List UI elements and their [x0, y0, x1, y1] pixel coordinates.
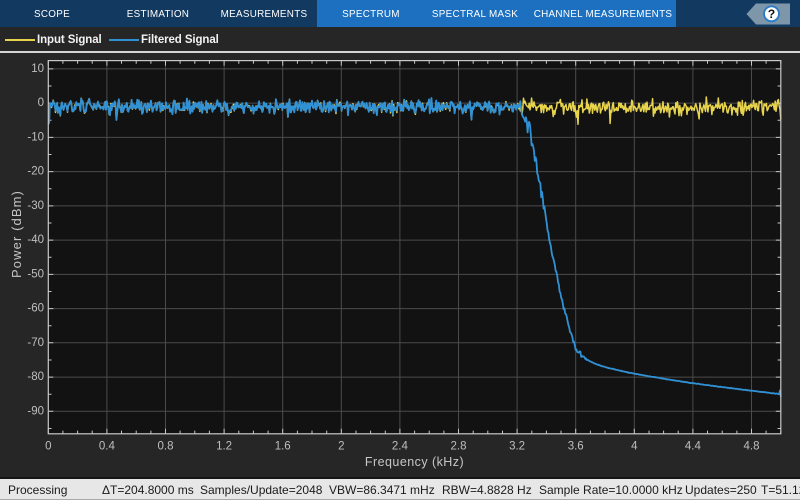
svg-text:Frequency (kHz): Frequency (kHz) [365, 455, 464, 469]
svg-text:4: 4 [631, 440, 638, 452]
svg-text:4.4: 4.4 [685, 440, 702, 452]
svg-text:-30: -30 [27, 200, 44, 212]
svg-text:1.6: 1.6 [275, 440, 291, 452]
svg-text:4.8: 4.8 [744, 440, 760, 452]
svg-text:-90: -90 [27, 405, 44, 417]
svg-text:-60: -60 [27, 303, 44, 315]
svg-text:-50: -50 [27, 268, 44, 280]
svg-text:10: 10 [31, 63, 44, 75]
svg-text:0: 0 [45, 440, 51, 452]
svg-text:2.8: 2.8 [451, 440, 467, 452]
svg-text:-80: -80 [27, 371, 44, 383]
svg-text:-70: -70 [27, 337, 44, 349]
svg-text:3.6: 3.6 [568, 440, 584, 452]
svg-text:-20: -20 [27, 166, 44, 178]
svg-text:?: ? [768, 7, 775, 21]
svg-text:0.4: 0.4 [99, 440, 116, 452]
svg-text:1.2: 1.2 [216, 440, 232, 452]
svg-text:-40: -40 [27, 234, 44, 246]
svg-text:Power (dBm): Power (dBm) [9, 190, 24, 278]
svg-text:3.2: 3.2 [509, 440, 525, 452]
svg-text:-10: -10 [27, 131, 44, 143]
svg-text:0.8: 0.8 [158, 440, 174, 452]
svg-text:2: 2 [338, 440, 344, 452]
svg-text:0: 0 [38, 97, 44, 109]
svg-text:2.4: 2.4 [392, 440, 409, 452]
